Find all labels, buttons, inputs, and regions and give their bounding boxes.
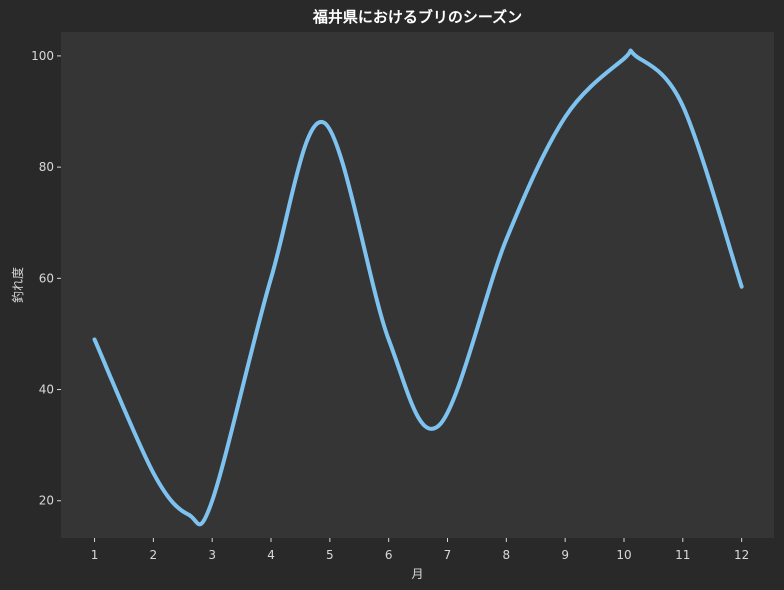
y-tick-label: 40	[39, 383, 54, 397]
x-tick-label: 1	[91, 548, 99, 562]
x-tick-label: 6	[385, 548, 393, 562]
y-axis-label: 釣れ度	[10, 267, 25, 303]
y-tick-label: 100	[31, 49, 54, 63]
x-axis-label: 月	[411, 567, 423, 581]
y-tick-label: 60	[39, 271, 54, 285]
x-axis: 1 2 3 4 5 6 7 8 9 10 11 12	[91, 538, 749, 562]
y-tick-label: 80	[39, 160, 54, 174]
y-tick-label: 20	[39, 494, 54, 508]
x-tick-label: 4	[267, 548, 275, 562]
x-tick-label: 8	[503, 548, 511, 562]
x-tick-label: 12	[734, 548, 749, 562]
x-tick-label: 11	[675, 548, 690, 562]
series-layer	[92, 48, 744, 527]
x-tick-label: 3	[208, 548, 216, 562]
series-line-0	[92, 48, 744, 527]
y-axis: 20 40 60 80 100	[31, 49, 61, 508]
x-tick-label: 5	[326, 548, 334, 562]
x-tick-label: 2	[150, 548, 158, 562]
x-tick-label: 7	[444, 548, 452, 562]
x-tick-label: 10	[616, 548, 631, 562]
chart-title: 福井県におけるブリのシーズン	[312, 8, 522, 26]
x-tick-label: 9	[561, 548, 569, 562]
plot-area	[61, 32, 774, 538]
